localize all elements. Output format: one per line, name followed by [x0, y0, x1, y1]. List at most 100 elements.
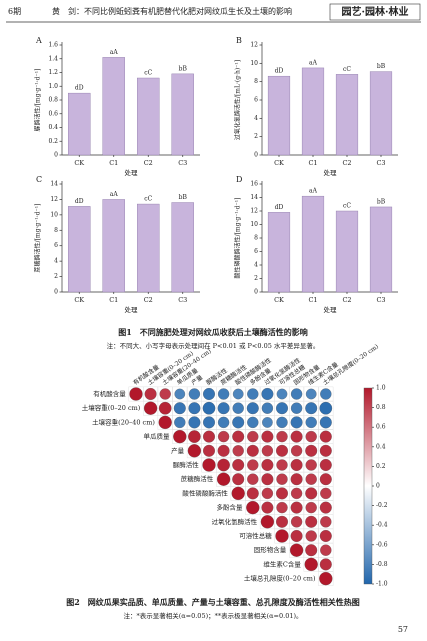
correlation-circle	[290, 530, 303, 543]
y-tick-label: 16	[250, 181, 258, 188]
correlation-circle	[319, 458, 332, 471]
correlation-circle	[290, 402, 303, 414]
correlation-circle	[320, 516, 332, 528]
y-tick-label: 2	[254, 133, 258, 140]
bar	[301, 67, 325, 156]
y-tick-label: 0	[54, 289, 58, 296]
correlation-circle	[188, 416, 201, 429]
x-axis-label: 处理	[125, 305, 139, 314]
correlation-circle	[319, 430, 332, 443]
significance-label: bB	[179, 65, 188, 72]
correlation-circle	[319, 558, 332, 571]
y-tick-label: 12	[250, 42, 258, 49]
correlation-circle	[129, 387, 143, 401]
y-tick-label: 1.4	[48, 55, 58, 62]
correlation-circle	[202, 458, 216, 472]
correlation-circle	[188, 402, 201, 415]
bar	[68, 92, 91, 156]
correlation-circle	[290, 430, 303, 443]
correlation-circle	[261, 473, 274, 486]
x-tick-label: C1	[109, 159, 118, 167]
panel-letter: D	[236, 175, 242, 184]
row-label: 蔗糖酶活性	[181, 474, 214, 483]
y-tick-label: 6	[54, 242, 58, 249]
significance-label: dD	[275, 204, 284, 211]
correlation-circle	[174, 388, 186, 400]
correlation-circle	[247, 416, 259, 429]
colorbar-tick-label: -0.4	[376, 522, 388, 529]
correlation-circle	[217, 416, 230, 429]
bar	[137, 77, 160, 156]
bar	[267, 75, 291, 156]
correlation-circle	[202, 430, 215, 443]
row-label: 产量	[171, 446, 185, 455]
y-tick-label: 8	[54, 227, 58, 234]
x-axis-label: 处理	[324, 305, 338, 314]
significance-label: cC	[144, 196, 152, 203]
correlation-circle	[289, 543, 304, 557]
correlation-circle	[275, 529, 289, 543]
correlation-circle	[217, 402, 230, 415]
colorbar-tick-label: -0.8	[376, 561, 388, 568]
correlation-circle	[217, 444, 230, 457]
colorbar-tick-label: 0	[376, 483, 380, 490]
y-tick-label: 10	[250, 60, 258, 67]
colorbar-tick-label: -0.6	[376, 541, 388, 548]
significance-label: cC	[343, 66, 351, 73]
correlation-circle	[231, 486, 245, 501]
page-number: 57	[398, 625, 408, 634]
y-tick-label: 0	[254, 289, 258, 296]
y-tick-label: 4	[254, 262, 258, 269]
row-label: 土壤容重(20–40 cm)	[92, 417, 155, 426]
x-tick-label: C3	[178, 296, 187, 304]
correlation-circle	[290, 388, 303, 400]
y-tick-label: 0.4	[48, 124, 58, 131]
correlation-circle	[319, 401, 333, 415]
y-axis-label: 过氧化氢酶活性/[mL·(g·h)⁻¹]	[234, 60, 242, 140]
y-tick-label: 12	[250, 208, 258, 215]
correlation-circle	[319, 444, 332, 457]
correlation-circle	[319, 473, 332, 486]
y-tick-label: 2	[254, 275, 258, 282]
correlation-circle	[232, 458, 245, 471]
significance-label: bB	[377, 198, 386, 205]
y-tick-label: 12	[50, 196, 58, 203]
correlation-circle	[305, 459, 317, 471]
correlation-circle	[262, 417, 273, 428]
y-tick-label: 2	[54, 273, 58, 280]
x-tick-label: CK	[274, 159, 284, 167]
bar	[301, 195, 325, 293]
y-axis-label: 蔗糖酶活性/[mg·g⁻¹·d⁻¹]	[34, 204, 42, 273]
x-tick-label: C1	[308, 159, 317, 167]
y-tick-label: 6	[254, 248, 258, 255]
correlation-circle	[320, 544, 332, 556]
correlation-circle	[305, 530, 317, 542]
correlation-circle	[275, 515, 288, 528]
correlation-circle	[320, 388, 332, 400]
correlation-circle	[158, 415, 172, 430]
y-tick-label: 0	[254, 152, 258, 159]
correlation-circle	[173, 429, 187, 444]
x-tick-label: C2	[144, 159, 153, 167]
correlation-circle	[290, 416, 303, 429]
correlation-circle	[246, 500, 260, 515]
significance-label: cC	[144, 70, 152, 77]
correlation-circle	[232, 388, 244, 400]
x-axis-label: 处理	[125, 168, 139, 177]
y-tick-label: 8	[254, 235, 258, 242]
correlation-circle	[143, 401, 158, 415]
correlation-circle	[319, 416, 332, 429]
colorbar-tick-label: 0.4	[376, 443, 386, 450]
significance-label: dD	[75, 198, 84, 205]
correlation-circle	[290, 516, 303, 528]
correlation-circle	[261, 501, 274, 514]
correlation-circle	[304, 557, 318, 572]
x-tick-label: C1	[109, 296, 118, 304]
x-tick-label: C2	[342, 296, 351, 304]
correlation-circle	[202, 401, 216, 415]
y-tick-label: 14	[250, 194, 258, 201]
colorbar	[363, 387, 373, 585]
section-box	[329, 3, 421, 21]
bar	[369, 206, 393, 293]
correlation-circle	[158, 401, 172, 415]
